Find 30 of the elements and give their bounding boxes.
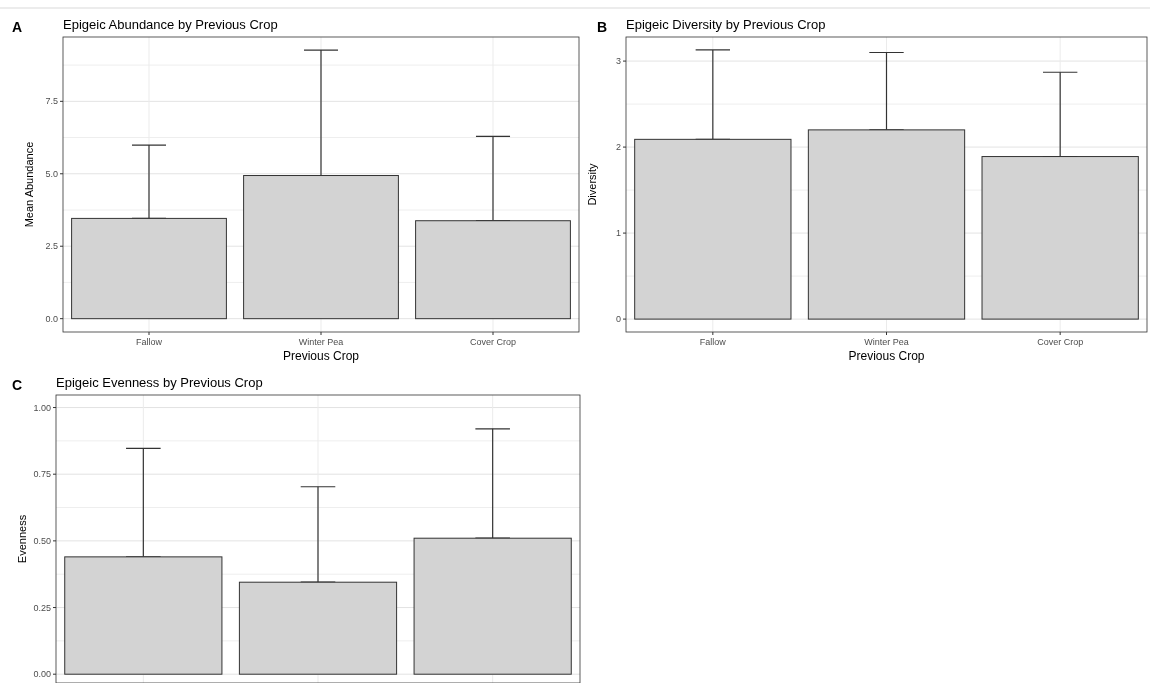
chart-title: Epigeic Diversity by Previous Crop <box>626 17 826 32</box>
text: A <box>12 19 23 35</box>
x-axis-title: Previous Crop <box>848 349 925 363</box>
y-axis-title: Evenness <box>16 514 28 564</box>
x-axis-title: Previous Crop <box>282 349 360 363</box>
y-tick-label: 5.0 <box>45 168 58 179</box>
y-tick-label: 0 <box>615 314 621 325</box>
y-tick-label: 3 <box>615 56 621 67</box>
x-tick-label: Fallow <box>135 337 163 347</box>
text: B <box>597 19 608 35</box>
x-tick-label: Cover Crop <box>1037 337 1084 347</box>
y-tick-label: 0.0 <box>45 313 58 324</box>
chart-title: Epigeic Abundance by Previous Crop <box>63 17 278 32</box>
y-tick-label: 0.75 <box>33 469 51 480</box>
x-tick-label: Winter Pea <box>864 337 909 347</box>
y-tick-label: 2 <box>615 142 621 153</box>
y-tick-label: 2.5 <box>45 241 58 252</box>
chart-title: Epigeic Evenness by Previous Crop <box>56 375 263 390</box>
y-tick-label: 1 <box>615 228 621 239</box>
y-tick-label: 7.5 <box>45 96 58 107</box>
y-tick-label: 0.00 <box>33 669 51 680</box>
x-tick-label: Cover Crop <box>469 337 517 347</box>
y-tick-label: 0.50 <box>33 536 51 547</box>
y-tick-label: 1.00 <box>33 402 51 413</box>
y-tick-label: 0.25 <box>33 602 51 613</box>
text: C <box>12 377 23 393</box>
y-axis-title: Diversity <box>586 162 598 206</box>
y-axis-title: Mean Abundance <box>23 141 35 228</box>
x-tick-label: Fallow <box>699 337 727 347</box>
x-tick-label: Winter Pea <box>298 337 344 347</box>
